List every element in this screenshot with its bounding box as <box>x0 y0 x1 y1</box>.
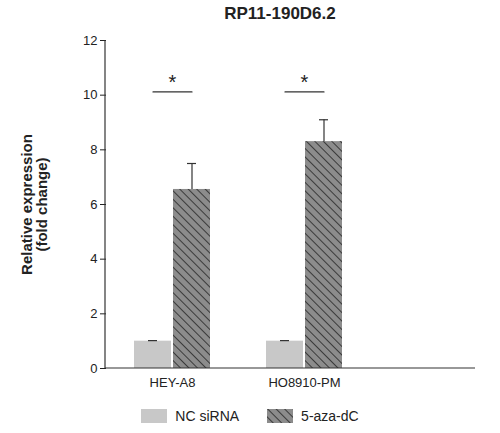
svg-text:12: 12 <box>83 33 97 48</box>
svg-text:*: * <box>169 71 177 93</box>
svg-text:Relative expression(fold chang: Relative expression(fold change) <box>18 134 50 275</box>
svg-text:2: 2 <box>90 306 97 321</box>
svg-text:8: 8 <box>90 142 97 157</box>
svg-text:10: 10 <box>83 87 97 102</box>
svg-text:HEY-A8: HEY-A8 <box>150 375 196 390</box>
html-text:RP11-190D6.2: RP11-190D6.2 <box>224 4 336 23</box>
svg-text:0: 0 <box>90 361 97 376</box>
html-text:5-aza-dC: 5-aza-dC <box>301 407 359 424</box>
html-text:NC siRNA: NC siRNA <box>175 407 240 424</box>
svg-text:4: 4 <box>90 251 97 266</box>
svg-text:*: * <box>301 71 309 93</box>
svg-text:HO8910-PM: HO8910-PM <box>268 375 340 390</box>
svg-text:6: 6 <box>90 197 97 212</box>
